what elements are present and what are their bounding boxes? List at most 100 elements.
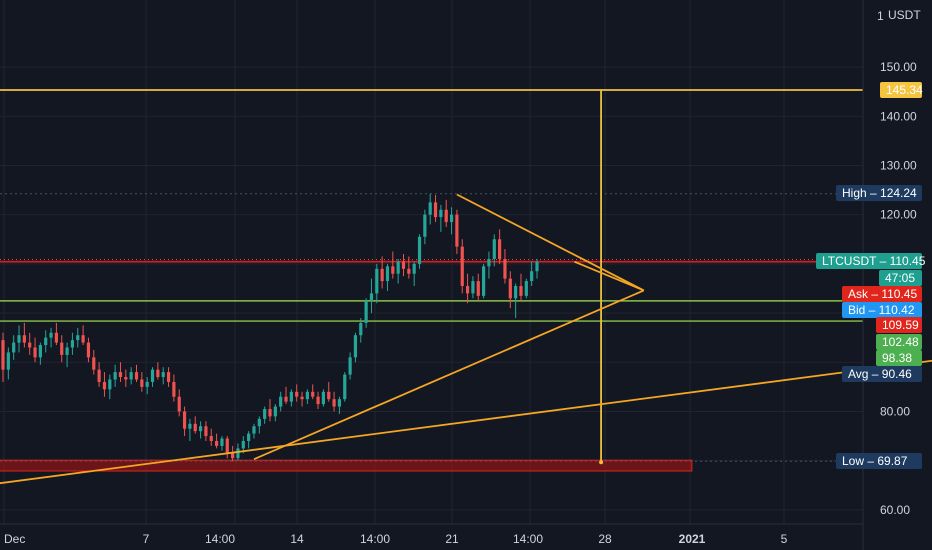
candle[interactable] [343, 372, 347, 402]
candle[interactable] [172, 374, 176, 402]
candle[interactable] [247, 431, 251, 449]
candle[interactable] [311, 384, 315, 400]
candle[interactable] [182, 406, 187, 437]
candle[interactable] [439, 204, 443, 232]
candle[interactable] [273, 404, 277, 422]
candle[interactable] [444, 199, 448, 227]
candle[interactable] [54, 322, 58, 346]
candle[interactable] [231, 445, 235, 462]
candle[interactable] [220, 436, 224, 451]
candle[interactable] [150, 367, 155, 387]
candle[interactable] [1, 332, 5, 382]
candle[interactable] [503, 249, 507, 284]
candle[interactable] [124, 369, 128, 387]
candle[interactable] [17, 325, 21, 353]
candle[interactable] [492, 234, 496, 267]
candle[interactable] [33, 337, 37, 363]
candle[interactable] [129, 367, 133, 385]
candle[interactable] [359, 317, 363, 343]
candle[interactable] [524, 278, 528, 299]
candle[interactable] [6, 347, 10, 380]
candle[interactable] [412, 261, 416, 287]
candle[interactable] [252, 423, 256, 439]
candle[interactable] [508, 271, 512, 309]
candle[interactable] [268, 399, 272, 422]
candle[interactable] [375, 263, 379, 304]
candle[interactable] [108, 374, 112, 400]
candle[interactable] [97, 362, 101, 387]
candle[interactable] [113, 364, 117, 387]
candle[interactable] [204, 421, 208, 441]
candle[interactable] [460, 239, 464, 294]
candle[interactable] [166, 367, 171, 387]
candle[interactable] [471, 276, 475, 299]
candle[interactable] [465, 273, 470, 304]
candle[interactable] [337, 396, 342, 414]
candle[interactable] [369, 278, 374, 314]
candle[interactable] [407, 256, 411, 279]
candle[interactable] [81, 325, 85, 346]
candle[interactable] [300, 391, 304, 407]
candle[interactable] [215, 433, 219, 449]
candle[interactable] [305, 389, 309, 405]
candle[interactable] [428, 193, 432, 225]
candle[interactable] [102, 372, 107, 397]
candle[interactable] [60, 335, 64, 363]
candle[interactable] [44, 330, 48, 353]
candle[interactable] [535, 258, 539, 279]
candle[interactable] [380, 256, 384, 289]
candle[interactable] [70, 332, 75, 355]
candle[interactable] [198, 421, 203, 439]
candle[interactable] [316, 391, 320, 410]
candle[interactable] [161, 367, 165, 385]
candle[interactable] [92, 349, 96, 375]
candle[interactable] [487, 251, 491, 279]
candle[interactable] [401, 254, 406, 277]
candle[interactable] [22, 322, 26, 348]
candle[interactable] [134, 364, 139, 382]
candle[interactable] [279, 391, 283, 412]
candle[interactable] [498, 229, 502, 264]
candle[interactable] [177, 389, 181, 417]
candle[interactable] [423, 209, 427, 245]
candle[interactable] [65, 342, 69, 368]
candle[interactable] [12, 335, 16, 360]
candle[interactable] [118, 362, 123, 382]
candle[interactable] [327, 381, 331, 402]
candle[interactable] [86, 337, 91, 363]
candle[interactable] [295, 384, 299, 402]
candle[interactable] [332, 391, 336, 412]
candle[interactable] [156, 362, 160, 380]
candle[interactable] [28, 332, 32, 355]
candle[interactable] [530, 261, 534, 287]
candle[interactable] [38, 342, 42, 365]
candle[interactable] [449, 207, 454, 235]
candle[interactable] [455, 209, 459, 255]
candle[interactable] [433, 194, 438, 223]
candle[interactable] [321, 389, 325, 407]
candle[interactable] [514, 283, 518, 318]
candle[interactable] [482, 263, 486, 299]
candle[interactable] [140, 372, 144, 392]
candle[interactable] [385, 263, 390, 291]
candle[interactable] [476, 273, 480, 301]
candle[interactable] [257, 416, 261, 434]
candle[interactable] [263, 406, 267, 424]
candle[interactable] [417, 234, 422, 269]
candle[interactable] [188, 418, 192, 441]
candle[interactable] [519, 273, 523, 301]
candlestick-series[interactable] [1, 193, 539, 462]
candle[interactable] [145, 377, 149, 395]
candle[interactable] [209, 428, 213, 446]
candle[interactable] [49, 327, 53, 348]
candle[interactable] [225, 436, 229, 459]
candle[interactable] [76, 327, 80, 348]
candle[interactable] [348, 352, 352, 380]
candle[interactable] [289, 389, 293, 407]
candle[interactable] [193, 416, 197, 434]
candle[interactable] [396, 258, 400, 284]
candle[interactable] [391, 251, 395, 279]
candle[interactable] [353, 332, 358, 363]
candle[interactable] [364, 298, 368, 328]
